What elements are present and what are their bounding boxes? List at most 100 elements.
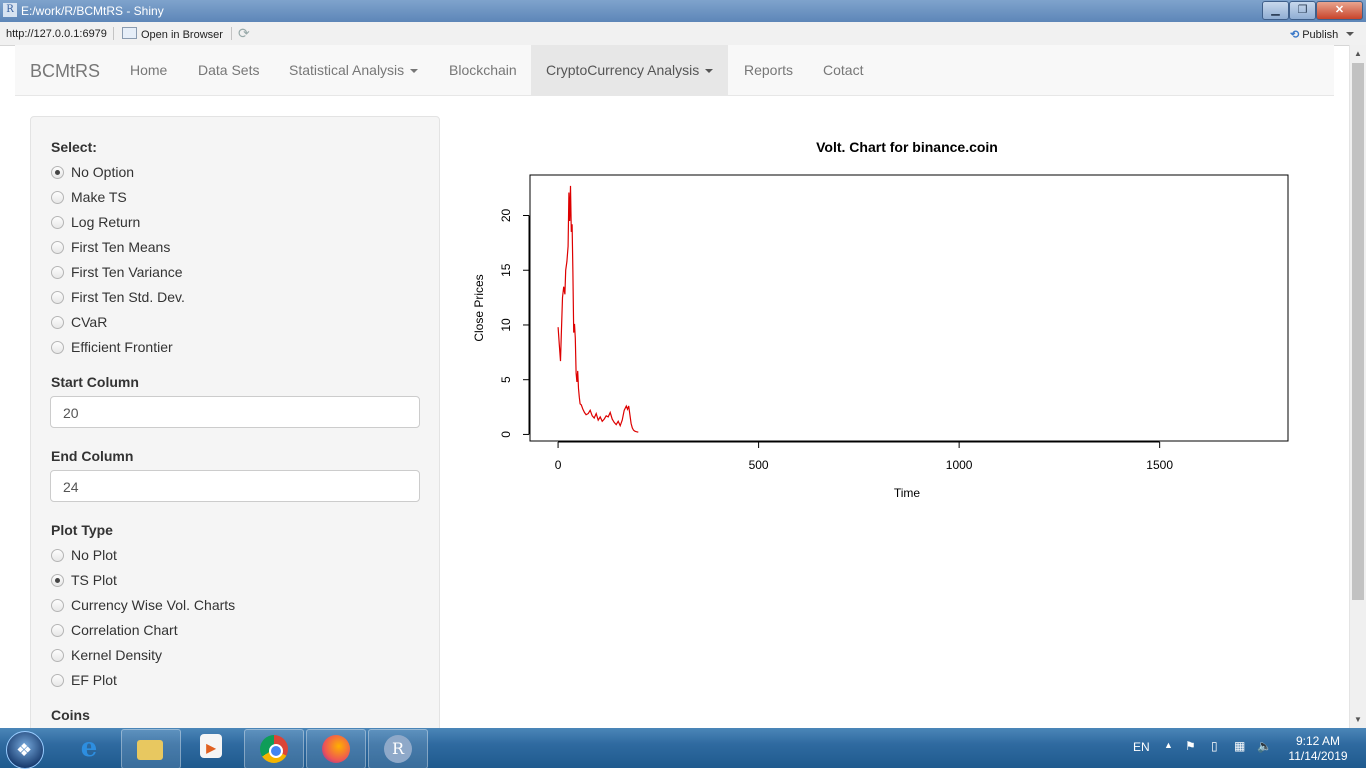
radio-label: Currency Wise Vol. Charts — [71, 597, 236, 613]
battery-icon[interactable]: ▯ — [1211, 739, 1218, 753]
nav-blockchain[interactable]: Blockchain — [449, 62, 517, 78]
radio-unchecked-icon[interactable] — [51, 549, 64, 562]
nav-reports[interactable]: Reports — [744, 62, 794, 78]
radio-label: EF Plot — [71, 672, 117, 688]
start-button[interactable]: ❖ — [6, 731, 44, 769]
radio-cvar[interactable]: CVaR — [51, 313, 107, 331]
radio-label: No Option — [71, 164, 135, 180]
radio-unchecked-icon[interactable] — [51, 599, 64, 612]
radio-first-ten-std-dev[interactable]: First Ten Std. Dev. — [51, 288, 185, 306]
radio-unchecked-icon[interactable] — [51, 316, 64, 329]
radio-unchecked-icon[interactable] — [51, 649, 64, 662]
radio-label: Kernel Density — [71, 647, 163, 663]
y-tick-label: 20 — [499, 209, 513, 223]
chart-title: Volt. Chart for binance.coin — [816, 139, 998, 155]
radio-no-option[interactable]: No Option — [51, 163, 134, 181]
nav-home[interactable]: Home — [130, 62, 168, 78]
radio-first-ten-variance[interactable]: First Ten Variance — [51, 263, 183, 281]
nav-label: CryptoCurrency Analysis — [546, 62, 700, 78]
scroll-thumb[interactable] — [1352, 63, 1364, 600]
radio-label: First Ten Variance — [71, 264, 183, 280]
show-hidden-icons-icon[interactable]: ▲ — [1164, 740, 1173, 750]
radio-unchecked-icon[interactable] — [51, 291, 64, 304]
chevron-down-icon — [410, 69, 419, 73]
divider — [231, 27, 232, 40]
radio-ef-plot[interactable]: EF Plot — [51, 671, 117, 689]
volatility-chart: Volt. Chart for binance.coin 0 500 1000 150… — [472, 139, 1289, 500]
firefox-icon[interactable] — [306, 729, 366, 769]
windows-logo-icon: ❖ — [16, 740, 33, 760]
brand-title[interactable]: BCMtRS — [30, 61, 101, 81]
action-center-flag-icon[interactable]: ⚑ — [1185, 739, 1196, 753]
radio-unchecked-icon[interactable] — [51, 341, 64, 354]
x-tick-label: 500 — [749, 458, 769, 472]
divider — [113, 27, 114, 40]
open-in-browser-button[interactable]: Open in Browser — [122, 27, 223, 41]
system-clock[interactable]: 9:12 AM 11/14/2019 — [1283, 734, 1353, 764]
radio-first-ten-means[interactable]: First Ten Means — [51, 238, 170, 256]
radio-label: TS Plot — [71, 572, 117, 588]
window-title: E:/work/R/BCMtRS - Shiny — [21, 4, 164, 18]
radio-checked-icon[interactable] — [51, 574, 64, 587]
y-tick-label: 15 — [499, 263, 513, 277]
refresh-icon[interactable]: ⟳ — [238, 25, 250, 41]
radio-unchecked-icon[interactable] — [51, 266, 64, 279]
y-tick-label: 5 — [499, 376, 513, 383]
radio-label: First Ten Std. Dev. — [71, 289, 185, 305]
radio-log-return[interactable]: Log Return — [51, 213, 140, 231]
vertical-scrollbar[interactable]: ▲ ▼ — [1349, 45, 1366, 728]
nav-contact[interactable]: Cotact — [823, 62, 864, 78]
y-tick-label: 10 — [499, 318, 513, 332]
radio-unchecked-icon[interactable] — [51, 216, 64, 229]
maximize-button[interactable]: ❐ — [1289, 1, 1316, 20]
radio-efficient-frontier[interactable]: Efficient Frontier — [51, 338, 173, 356]
radio-label: No Plot — [71, 547, 117, 563]
chrome-icon[interactable] — [244, 729, 304, 769]
radio-no-plot[interactable]: No Plot — [51, 546, 117, 564]
r-app-icon: R — [3, 3, 17, 17]
language-indicator[interactable]: EN — [1133, 740, 1150, 754]
clock-date: 11/14/2019 — [1288, 749, 1348, 763]
minimize-button[interactable]: ▁ — [1262, 1, 1289, 20]
scroll-up-icon[interactable]: ▲ — [1354, 49, 1362, 58]
open-in-browser-label: Open in Browser — [141, 29, 223, 41]
clock-time: 9:12 AM — [1295, 734, 1341, 748]
radio-unchecked-icon[interactable] — [51, 241, 64, 254]
r-icon[interactable]: R — [368, 729, 428, 769]
radio-correlation-chart[interactable]: Correlation Chart — [51, 621, 178, 639]
publish-button[interactable]: ⟲ Publish — [1290, 28, 1355, 41]
close-button[interactable]: ✕ — [1316, 1, 1363, 20]
radio-unchecked-icon[interactable] — [51, 191, 64, 204]
sidebar-panel: Select: No Option Make TS Log Return Fir… — [30, 116, 440, 758]
radio-currency-wise-vol-charts[interactable]: Currency Wise Vol. Charts — [51, 596, 235, 614]
media-player-icon[interactable]: ▶ — [182, 729, 240, 767]
nav-statistical-analysis[interactable]: Statistical Analysis — [274, 45, 433, 95]
chevron-down-icon — [1346, 32, 1355, 36]
nav-data-sets[interactable]: Data Sets — [198, 62, 260, 78]
scroll-down-icon[interactable]: ▼ — [1354, 715, 1362, 724]
network-icon[interactable]: ▦ — [1234, 739, 1246, 753]
radio-label: Make TS — [71, 189, 127, 205]
nav-cryptocurrency-analysis[interactable]: CryptoCurrency Analysis — [531, 45, 729, 95]
y-axis-label: Close Prices — [472, 274, 486, 341]
nav-label: Statistical Analysis — [289, 62, 405, 78]
publish-label: Publish — [1302, 29, 1339, 41]
radio-unchecked-icon[interactable] — [51, 674, 64, 687]
publish-icon: ⟲ — [1290, 29, 1300, 41]
radio-checked-icon[interactable] — [51, 166, 64, 179]
radio-kernel-density[interactable]: Kernel Density — [51, 646, 162, 664]
radio-label: First Ten Means — [71, 239, 171, 255]
radio-unchecked-icon[interactable] — [51, 624, 64, 637]
url-text[interactable]: http://127.0.0.1:6979 — [6, 28, 107, 40]
radio-make-ts[interactable]: Make TS — [51, 188, 127, 206]
radio-ts-plot[interactable]: TS Plot — [51, 571, 117, 589]
file-explorer-icon[interactable] — [121, 729, 181, 769]
radio-label: Efficient Frontier — [71, 339, 173, 355]
coins-label: Coins — [51, 707, 90, 723]
browser-window-icon — [122, 27, 137, 39]
ie-icon[interactable]: e — [80, 733, 98, 763]
radio-label: Correlation Chart — [71, 622, 178, 638]
start-column-input[interactable]: 20 — [50, 396, 420, 428]
end-column-input[interactable]: 24 — [50, 470, 420, 502]
volume-icon[interactable]: 🔈 — [1257, 739, 1272, 753]
